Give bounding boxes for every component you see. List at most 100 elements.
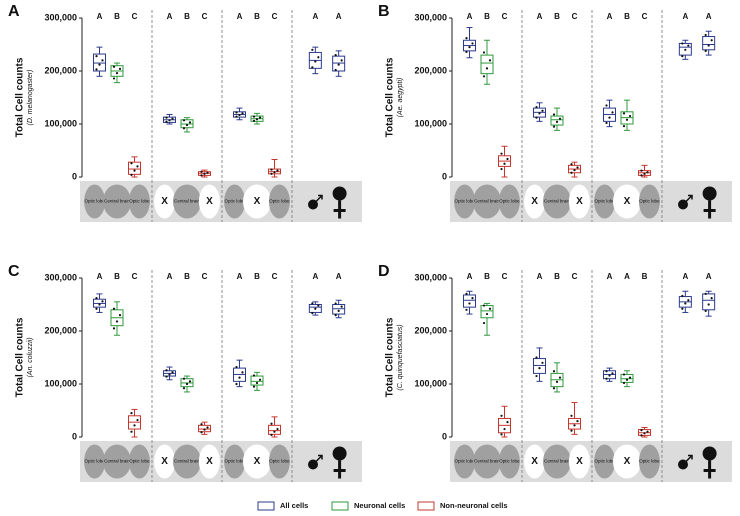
brain-region <box>638 184 660 219</box>
significance-letter: C <box>272 272 278 281</box>
data-point <box>133 169 136 172</box>
data-point <box>238 113 241 117</box>
female-symbol <box>702 186 717 201</box>
brain-region-label: Optic lobe <box>224 199 245 204</box>
significance-letter: A <box>237 12 243 21</box>
brain-region-label: X <box>531 196 538 207</box>
brain-region-label: X <box>206 456 213 467</box>
brain-region-label: Optic lobe <box>594 459 615 464</box>
data-point <box>171 117 174 120</box>
data-point <box>340 59 343 62</box>
data-point <box>188 380 192 383</box>
data-point <box>605 370 608 373</box>
data-point <box>188 121 192 124</box>
significance-letter: A <box>467 272 473 281</box>
data-point <box>555 120 559 123</box>
significance-letter: B <box>254 12 260 21</box>
brain-region <box>543 444 571 479</box>
brain-region <box>524 184 546 219</box>
data-point <box>500 167 503 171</box>
data-point <box>270 172 273 175</box>
data-point <box>311 302 314 305</box>
data-point <box>684 48 687 51</box>
brain-region-label: Optic lobe <box>224 459 245 464</box>
data-point <box>465 292 468 295</box>
data-point <box>235 111 238 114</box>
brain-region <box>173 444 201 479</box>
data-point <box>276 427 279 431</box>
data-point <box>687 44 690 47</box>
data-point <box>570 429 573 432</box>
data-point <box>552 113 556 116</box>
brain-region <box>128 184 150 219</box>
y-tick-label: 0 <box>72 431 77 441</box>
significance-letter: C <box>202 12 208 21</box>
brain-region <box>524 444 546 479</box>
data-point <box>252 374 256 377</box>
data-point <box>555 380 559 383</box>
data-point <box>500 414 503 417</box>
significance-letter: A <box>237 272 243 281</box>
data-point <box>314 307 317 310</box>
data-point <box>643 432 646 435</box>
data-point <box>646 171 649 174</box>
y-axis-title: Total Cell counts <box>385 57 396 137</box>
data-point <box>112 77 116 80</box>
data-point <box>704 292 707 295</box>
female-symbol-cross <box>333 200 346 219</box>
y-axis-title: Total Cell counts <box>385 317 396 397</box>
data-point <box>468 46 471 49</box>
box <box>332 304 346 315</box>
box <box>128 161 141 175</box>
data-point <box>317 304 320 307</box>
brain-region-label: Optic lobe <box>84 459 105 464</box>
data-point <box>165 369 168 372</box>
box <box>533 358 546 374</box>
data-point <box>130 412 133 415</box>
data-point <box>252 385 256 388</box>
male-symbol <box>308 459 318 470</box>
data-point <box>707 303 710 306</box>
female-symbol-cross <box>703 460 716 479</box>
significance-letter: A <box>312 272 318 281</box>
data-point <box>468 302 471 305</box>
data-point <box>465 308 468 311</box>
brain-region-label: X <box>161 196 168 207</box>
data-point <box>611 372 614 375</box>
data-point <box>200 431 203 434</box>
data-point <box>535 105 538 109</box>
male-symbol-arrow <box>315 194 323 203</box>
data-point <box>558 117 562 120</box>
data-point <box>337 63 340 66</box>
y-axis-subtitle: (D. melanogaster) <box>27 69 34 125</box>
data-point <box>185 123 189 127</box>
brain-region <box>543 184 571 219</box>
data-point <box>165 120 168 123</box>
data-point <box>500 433 503 436</box>
data-point <box>252 119 256 122</box>
brain-region-label: X <box>531 456 538 467</box>
male-symbol-arrow <box>315 454 323 463</box>
data-point <box>311 48 314 51</box>
legend-label: Neuronal cells <box>354 501 405 510</box>
data-point <box>168 373 171 376</box>
y-tick-label: 200,000 <box>44 65 77 75</box>
data-point <box>314 60 317 63</box>
brain-region <box>268 444 290 479</box>
male-symbol <box>308 199 318 210</box>
data-point <box>643 172 646 175</box>
data-point <box>506 421 509 424</box>
significance-letter: A <box>336 12 342 21</box>
y-tick-label: 300,000 <box>414 12 447 22</box>
legend-swatch <box>257 501 275 511</box>
box <box>268 424 281 435</box>
significance-letter: A <box>167 12 173 21</box>
brain-region <box>224 184 246 219</box>
brain-region <box>84 184 106 219</box>
data-point <box>112 65 116 68</box>
data-point <box>704 309 707 312</box>
box <box>702 36 716 51</box>
data-point <box>101 59 104 62</box>
brain-region <box>473 444 501 479</box>
data-point <box>482 75 486 78</box>
